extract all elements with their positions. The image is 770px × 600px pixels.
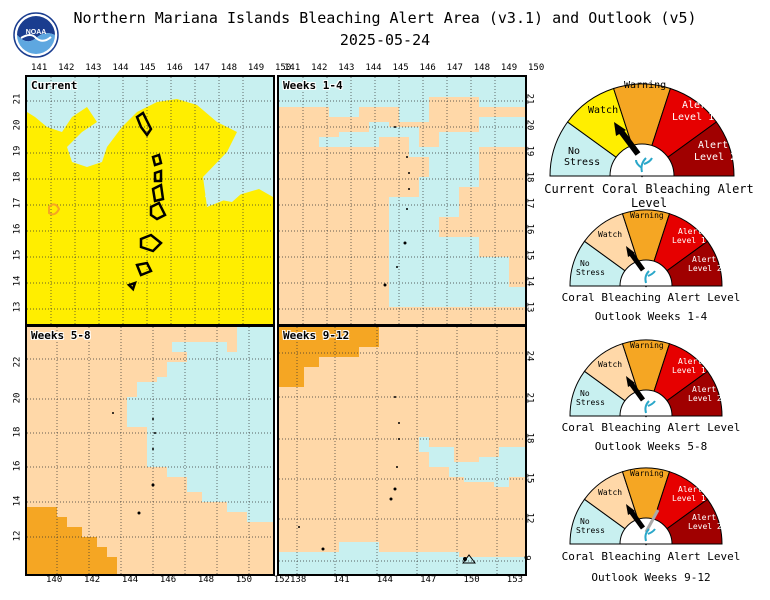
current-map xyxy=(27,77,273,324)
svg-text:Level 1: Level 1 xyxy=(672,236,706,245)
current-top-ticks: 141 142 143 144 145 146 147 148 149 150 xyxy=(31,63,292,73)
w14-panel-label: Weeks 1-4 xyxy=(283,79,343,92)
svg-text:Alert: Alert xyxy=(678,227,702,236)
svg-text:Alert: Alert xyxy=(692,255,716,264)
page-title: Northern Mariana Islands Bleaching Alert… xyxy=(73,9,697,27)
w58-panel-label: Weeks 5-8 xyxy=(31,329,91,342)
w14-map xyxy=(279,77,525,324)
svg-text:Stress: Stress xyxy=(564,157,600,168)
svg-text:No: No xyxy=(580,517,590,526)
svg-text:Stress: Stress xyxy=(576,398,605,407)
w14-top-ticks: 141 142 143 144 145 146 147 148 149 150 xyxy=(284,63,545,73)
current-panel-label: Current xyxy=(31,79,78,92)
w912-grid xyxy=(279,327,525,574)
svg-text:Stress: Stress xyxy=(576,268,605,277)
svg-text:No: No xyxy=(580,259,590,268)
current-islands-outline xyxy=(126,111,167,292)
svg-text:NOAA: NOAA xyxy=(26,29,47,36)
svg-text:No: No xyxy=(580,389,590,398)
svg-text:Level 1: Level 1 xyxy=(672,112,714,123)
w912-bottom-ticks: 138 141 144 147 150 153 xyxy=(290,575,524,585)
svg-text:Level 2: Level 2 xyxy=(688,394,722,403)
svg-text:Level 2: Level 2 xyxy=(688,264,722,273)
svg-text:Level 1: Level 1 xyxy=(672,494,706,503)
svg-text:Alert: Alert xyxy=(682,100,712,111)
svg-text:Level 2: Level 2 xyxy=(688,522,722,531)
w14-right-ticks: 21 20 19 18 17 16 15 14 13 xyxy=(524,93,535,313)
svg-text:Watch: Watch xyxy=(588,105,618,116)
w912-gauge-caption: Coral Bleaching Alert Level xyxy=(561,550,741,563)
w14-grid xyxy=(279,77,525,324)
w58-map-panel: Weeks 5-8 xyxy=(25,325,275,576)
svg-text:Warning: Warning xyxy=(624,80,666,91)
w14-gauge-caption: Coral Bleaching Alert Level xyxy=(561,291,741,304)
w14-gauge-period: Outlook Weeks 1-4 xyxy=(594,310,708,323)
svg-text:Watch: Watch xyxy=(598,230,622,239)
svg-text:Alert: Alert xyxy=(678,357,702,366)
page-date: 2025-05-24 xyxy=(339,31,431,49)
svg-text:Warning: Warning xyxy=(630,469,664,478)
w912-panel-label: Weeks 9-12 xyxy=(283,329,350,342)
w58-left-ticks: 22 20 18 16 14 12 xyxy=(12,356,23,542)
current-map-panel: Current xyxy=(25,75,275,326)
w58-grid xyxy=(27,327,273,574)
current-left-ticks: 21 20 19 18 17 16 15 14 13 xyxy=(12,93,23,313)
coral-icon xyxy=(635,157,653,173)
w912-map xyxy=(279,327,525,574)
svg-text:Alert: Alert xyxy=(692,385,716,394)
w912-right-ticks: 24 21 18 15 12 9 xyxy=(521,350,535,561)
w14-map-panel: Weeks 1-4 xyxy=(277,75,527,326)
svg-text:Alert: Alert xyxy=(698,140,728,151)
svg-text:Stress: Stress xyxy=(576,526,605,535)
svg-text:Watch: Watch xyxy=(598,488,622,497)
w58-map xyxy=(27,327,273,574)
w912-alert-gauge: No Stress Watch Warning Alert Level 1 Al… xyxy=(569,467,723,546)
current-alert-gauge: No Stress Watch Warning Alert Level 1 Al… xyxy=(549,80,736,178)
w58-gauge-period: Outlook Weeks 5-8 xyxy=(594,440,708,453)
w912-map-panel: Weeks 9-12 xyxy=(277,325,527,576)
w58-bottom-ticks: 140 142 144 146 148 150 152 xyxy=(46,575,290,585)
svg-text:Watch: Watch xyxy=(598,360,622,369)
gauge-nostress-label: No xyxy=(568,146,580,157)
w912-gauge-period: Outlook Weeks 9-12 xyxy=(591,571,711,584)
w14-alert-gauge: No Stress Watch Warning Alert Level 1 Al… xyxy=(569,209,723,288)
svg-text:Level 1: Level 1 xyxy=(672,366,706,375)
noaa-logo: NOAA xyxy=(13,12,59,58)
current-gauge-caption: Current Coral Bleaching Alert Level xyxy=(544,182,754,210)
svg-text:Warning: Warning xyxy=(630,211,664,220)
w58-gauge-caption: Coral Bleaching Alert Level xyxy=(561,421,741,434)
svg-text:Level 2: Level 2 xyxy=(694,152,736,163)
svg-text:Warning: Warning xyxy=(630,341,664,350)
svg-text:Alert: Alert xyxy=(692,513,716,522)
svg-text:Alert: Alert xyxy=(678,485,702,494)
w58-alert-gauge: No Stress Watch Warning Alert Level 1 Al… xyxy=(569,339,723,418)
